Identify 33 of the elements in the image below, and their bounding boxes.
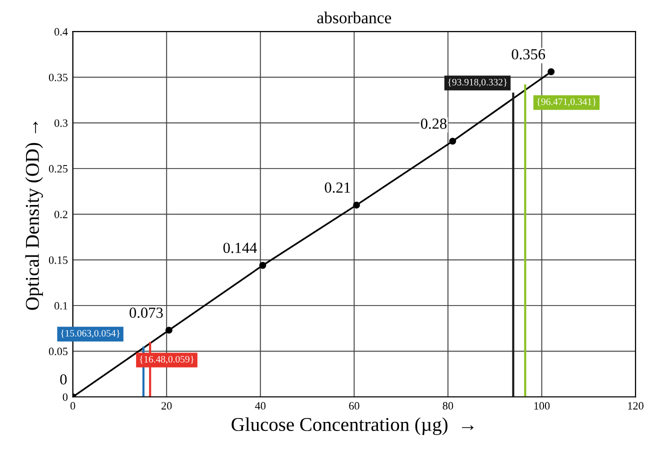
annotation: {93.918,0.332} bbox=[448, 78, 507, 87]
data-label: 0.073 bbox=[130, 308, 163, 318]
annotation: {15.063,0.054} bbox=[61, 330, 120, 338]
data-label: 0.144 bbox=[223, 242, 257, 254]
y-tick-label: 0.4 bbox=[54, 28, 68, 36]
x-tick-label: 80 bbox=[442, 402, 454, 410]
x-tick-label: 40 bbox=[255, 402, 266, 410]
point bbox=[165, 326, 172, 334]
point bbox=[259, 262, 266, 269]
data-label: 0.21 bbox=[324, 182, 350, 193]
point bbox=[353, 202, 360, 209]
y-axis-title: Optical Density (OD) → bbox=[25, 122, 43, 310]
annotation: {96.471,0.341} bbox=[537, 98, 596, 106]
x-tick-label: 60 bbox=[349, 402, 360, 410]
y-tick-label: 0.05 bbox=[48, 348, 68, 356]
x-tick-label: 100 bbox=[534, 402, 550, 410]
y-tick-label: 0.3 bbox=[54, 119, 68, 127]
y-tick-label: 0.15 bbox=[48, 256, 68, 264]
x-tick-label: 0 bbox=[70, 402, 76, 410]
data-label: 0.28 bbox=[420, 118, 447, 129]
x-axis-title: Glucose Concentration (µg) → bbox=[232, 417, 474, 436]
y-tick-label: 0.2 bbox=[54, 210, 68, 218]
point bbox=[449, 138, 456, 145]
x-tick-label: 120 bbox=[628, 402, 644, 410]
chart-title: absorbance bbox=[317, 12, 392, 24]
y-tick-label: 0.1 bbox=[54, 302, 68, 310]
point bbox=[548, 68, 555, 76]
annotation: {16.48,0.059} bbox=[140, 356, 194, 364]
y-tick-label: 0 bbox=[62, 393, 68, 401]
data-label: 0.356 bbox=[512, 49, 546, 60]
y-tick-label: 0.25 bbox=[48, 165, 68, 173]
y-tick-label: 0.35 bbox=[48, 74, 68, 82]
x-tick-label: 20 bbox=[162, 402, 172, 410]
